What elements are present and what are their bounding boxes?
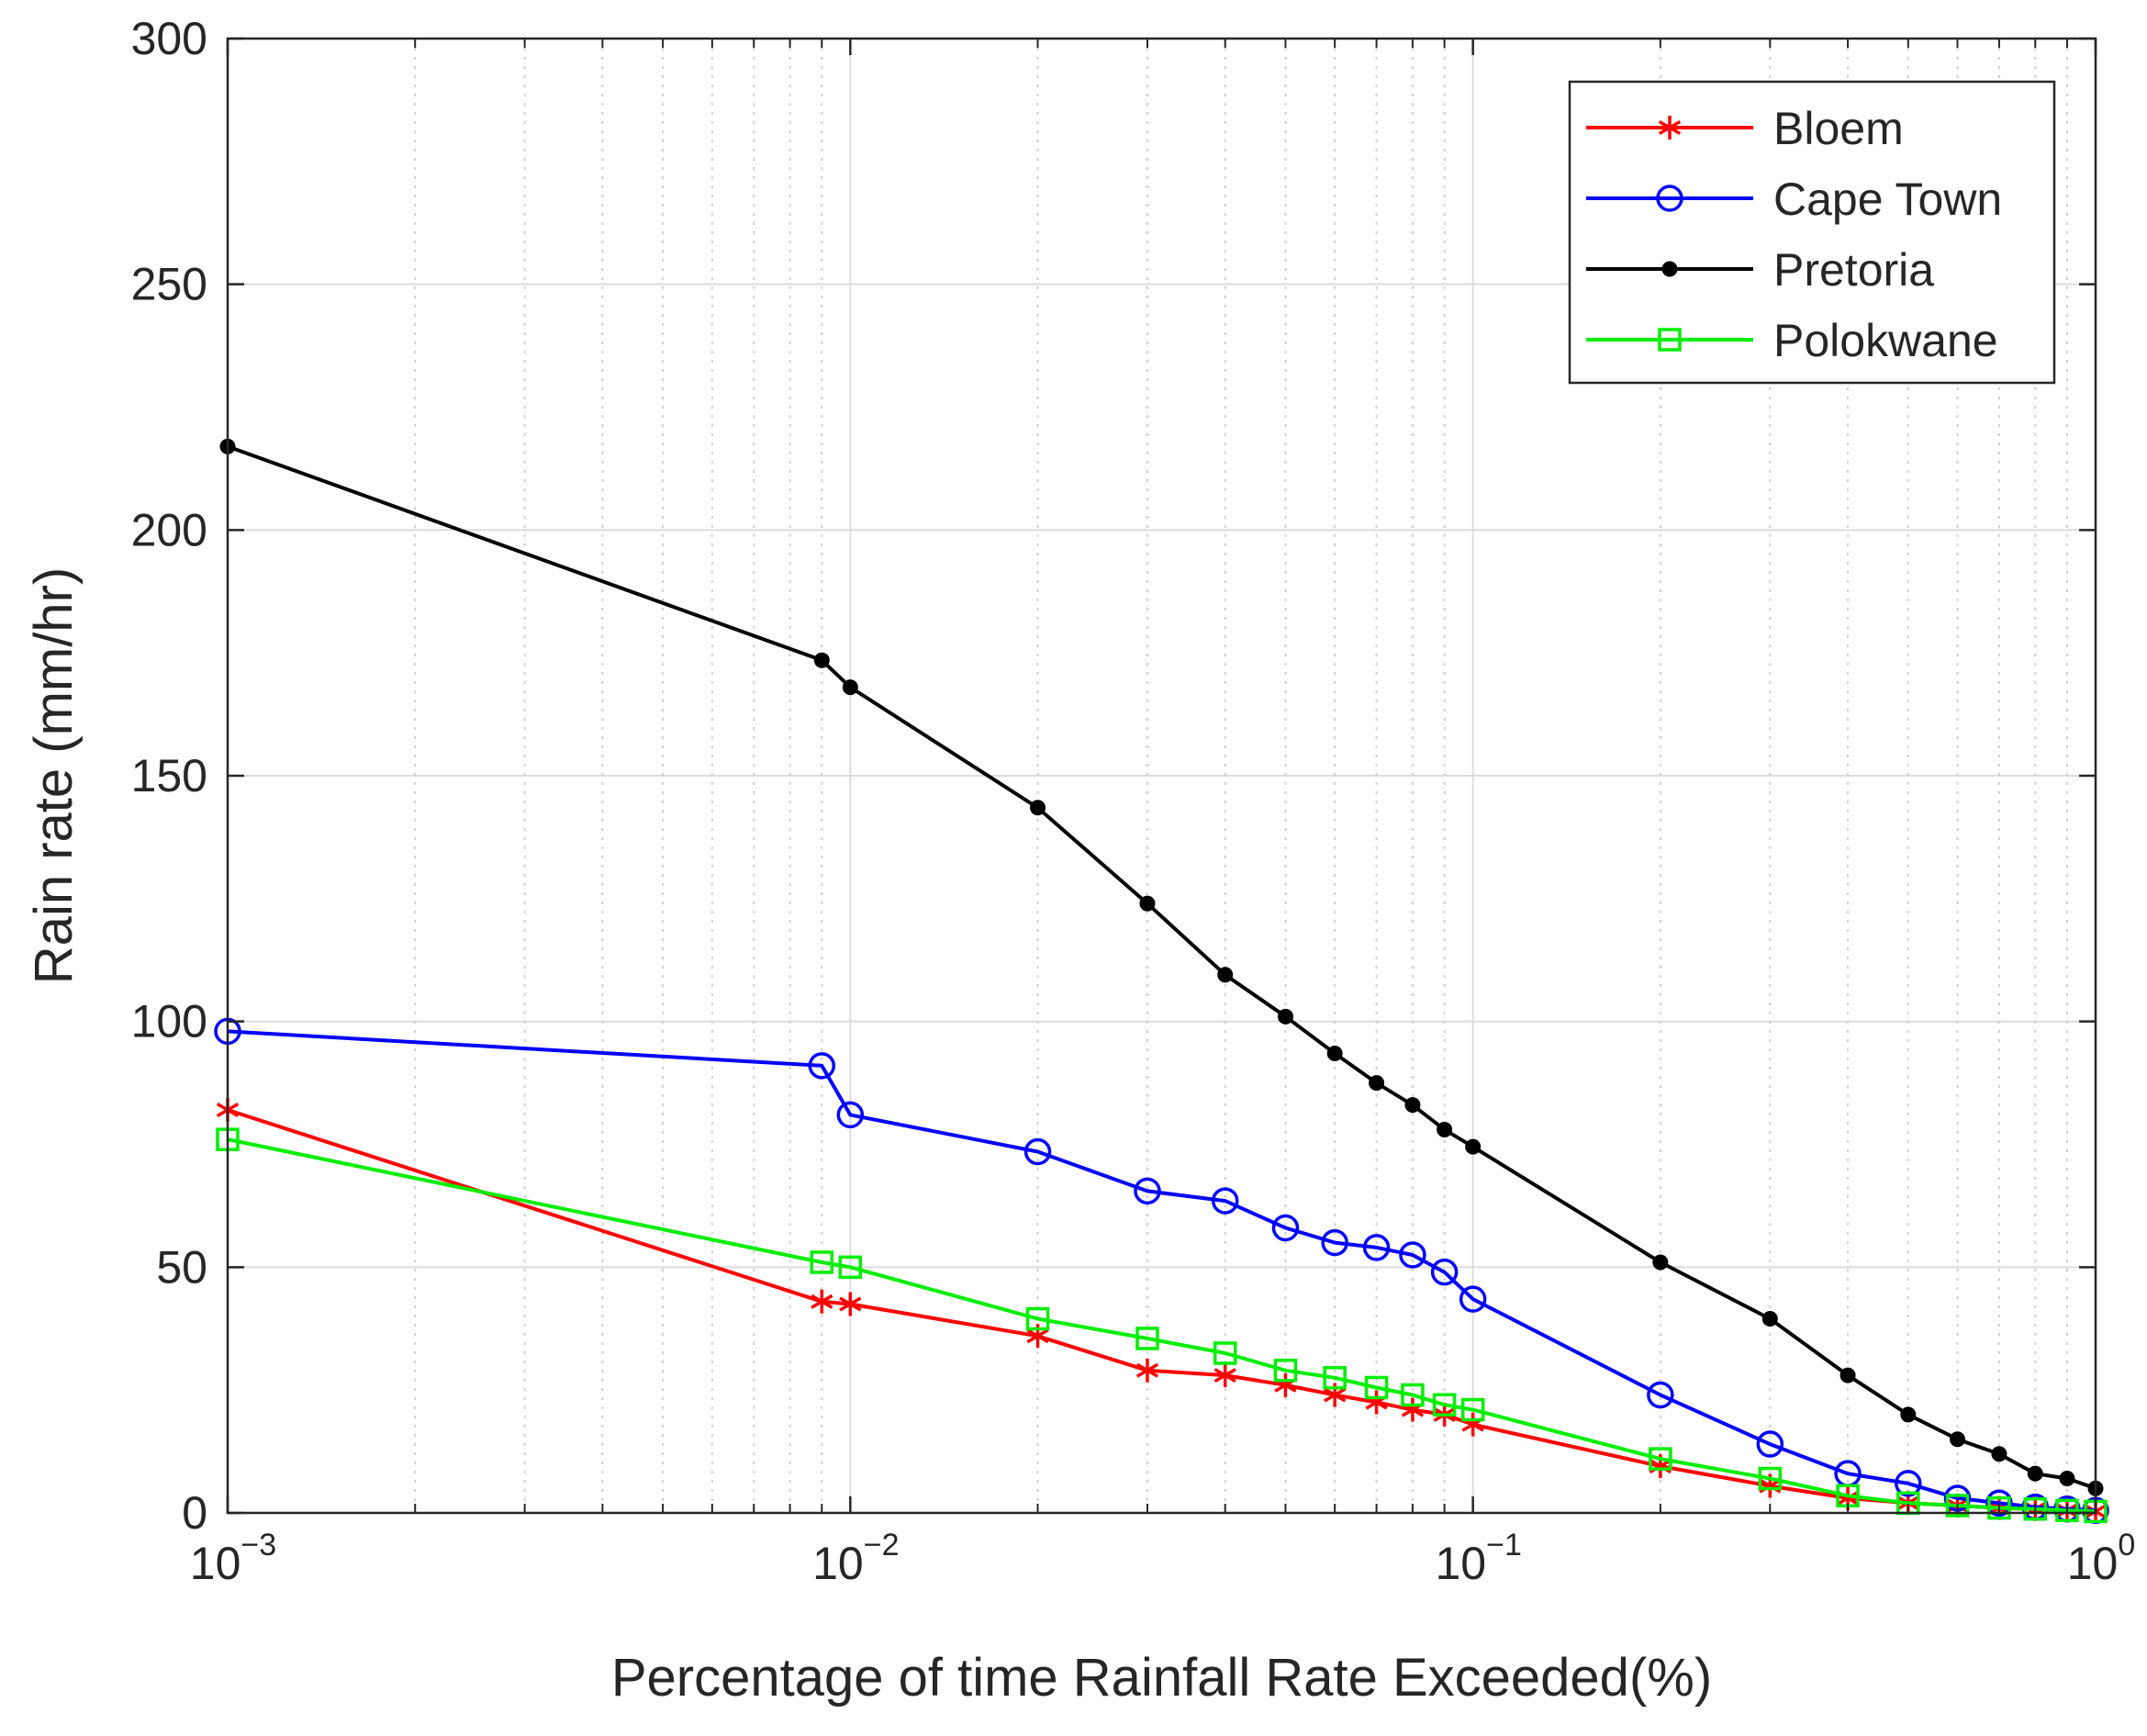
data-point bbox=[1273, 1359, 1298, 1383]
data-point bbox=[1030, 800, 1046, 816]
legend-entry: Polokwane bbox=[1586, 315, 1998, 366]
data-point bbox=[811, 1289, 833, 1314]
data-point bbox=[1135, 1358, 1159, 1383]
data-point bbox=[1647, 1381, 1674, 1409]
data-point bbox=[1432, 1393, 1457, 1417]
legend-box bbox=[1568, 80, 2056, 385]
data-point bbox=[1399, 1241, 1426, 1269]
legend-entry: Cape Town bbox=[1586, 174, 2002, 225]
data-point bbox=[1362, 1234, 1391, 1261]
x-tick-label: 100 bbox=[2067, 1528, 2136, 1589]
y-tick-label: 0 bbox=[182, 1487, 207, 1539]
y-tick-label: 300 bbox=[131, 13, 207, 64]
data-point bbox=[2027, 1465, 2043, 1482]
data-point bbox=[1321, 1228, 1348, 1257]
x-axis-label: Percentage of time Rainfall Rate Exceede… bbox=[611, 1648, 1712, 1708]
legend-label: Bloem bbox=[1773, 103, 1904, 154]
x-tick-label: 10−3 bbox=[190, 1528, 276, 1589]
data-point bbox=[1652, 1254, 1669, 1271]
ticks: 0 50 100 150 200 250 300 10−3 10−2 10−1 100 bbox=[131, 13, 2136, 1589]
data-point bbox=[1401, 1383, 1425, 1407]
data-point bbox=[839, 1292, 862, 1316]
legend-entry: Bloem bbox=[1586, 103, 1904, 154]
data-point bbox=[1945, 1494, 1970, 1518]
data-point bbox=[836, 1101, 865, 1129]
y-tick-label: 150 bbox=[131, 750, 207, 801]
data-point bbox=[1025, 1306, 1050, 1331]
data-point bbox=[1950, 1431, 1966, 1448]
data-point bbox=[808, 1052, 836, 1080]
data-point bbox=[1139, 895, 1156, 912]
data-point bbox=[838, 1255, 863, 1280]
y-tick-label: 50 bbox=[156, 1241, 207, 1293]
series-line bbox=[227, 1029, 2097, 1513]
data-point bbox=[842, 679, 858, 696]
data-point bbox=[1649, 1447, 1672, 1471]
data-point bbox=[1323, 1366, 1347, 1390]
data-point bbox=[1839, 1367, 1856, 1383]
data-point bbox=[1895, 1470, 1922, 1497]
data-point bbox=[1761, 1311, 1778, 1327]
data-point bbox=[1271, 1214, 1300, 1242]
data-point bbox=[1460, 1397, 1485, 1422]
legend: Bloem Cape Town Pretoria Polokwane bbox=[1568, 80, 2056, 385]
data-point bbox=[2023, 1496, 2048, 1521]
legend-label: Pretoria bbox=[1773, 244, 1934, 296]
data-point bbox=[1277, 1008, 1293, 1025]
data-point bbox=[1991, 1446, 2007, 1462]
data-point bbox=[1656, 185, 1683, 212]
data-point bbox=[1459, 1285, 1487, 1313]
legend-label: Polokwane bbox=[1773, 315, 1998, 366]
x-tick-label: 10−2 bbox=[812, 1528, 899, 1589]
data-point bbox=[2059, 1471, 2075, 1487]
data-point bbox=[1758, 1466, 1783, 1491]
series-layer bbox=[214, 438, 2109, 1525]
data-point bbox=[1213, 1363, 1236, 1388]
data-point bbox=[1430, 1258, 1459, 1286]
data-point bbox=[1326, 1045, 1343, 1061]
data-point bbox=[1658, 328, 1682, 352]
y-tick-label: 100 bbox=[131, 996, 207, 1047]
data-point bbox=[1437, 1121, 1453, 1137]
y-tick-label: 200 bbox=[131, 504, 207, 555]
x-tick-label: 10−1 bbox=[1435, 1528, 1521, 1589]
legend-entry: Pretoria bbox=[1586, 244, 1934, 296]
data-point bbox=[1465, 1138, 1482, 1155]
legend-label: Cape Town bbox=[1773, 174, 2002, 225]
data-point bbox=[1985, 1489, 2013, 1518]
data-point bbox=[1369, 1075, 1385, 1092]
data-point bbox=[1134, 1177, 1161, 1205]
data-point bbox=[813, 652, 830, 668]
data-point bbox=[1756, 1430, 1784, 1458]
data-point bbox=[1658, 116, 1682, 140]
data-point bbox=[1987, 1495, 2011, 1520]
data-point bbox=[1217, 967, 1234, 983]
data-point bbox=[1135, 1327, 1159, 1350]
data-point bbox=[2055, 1498, 2079, 1523]
y-axis-label: Rain rate (mm/hr) bbox=[24, 567, 84, 984]
series-pretoria bbox=[219, 438, 2104, 1496]
data-point bbox=[1213, 1341, 1237, 1365]
y-tick-label: 250 bbox=[131, 259, 207, 310]
data-point bbox=[1661, 261, 1678, 277]
data-point bbox=[1404, 1097, 1421, 1114]
data-point bbox=[1023, 1137, 1052, 1166]
data-point bbox=[1211, 1187, 1239, 1215]
data-point bbox=[1364, 1375, 1389, 1400]
data-point bbox=[810, 1250, 834, 1274]
grid bbox=[228, 39, 2096, 1513]
series-line bbox=[227, 1137, 2097, 1514]
data-point bbox=[1900, 1406, 1917, 1423]
